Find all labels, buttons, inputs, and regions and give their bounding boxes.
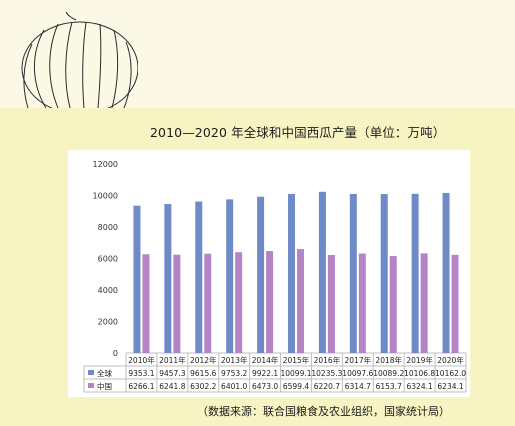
data-table-value: 6241.8: [159, 382, 185, 391]
bar-china: [266, 251, 274, 353]
x-category-label: 2010年: [128, 355, 155, 365]
x-category-label: 2020年: [437, 355, 464, 365]
x-category-label: 2019年: [406, 355, 433, 365]
bar-global: [380, 194, 388, 353]
bar-china: [358, 253, 366, 353]
data-table-value: 10235.3: [311, 369, 342, 378]
data-table-value: 6324.1: [407, 382, 433, 391]
legend-label: 全球: [97, 368, 112, 378]
bar-global: [195, 201, 203, 353]
data-table-value: 6266.1: [128, 382, 154, 391]
data-table-value: 10089.2: [373, 369, 404, 378]
data-table-value: 10162.0: [435, 369, 466, 378]
bar-global: [288, 193, 295, 353]
x-category-label: 2016年: [314, 355, 341, 365]
legend-label: 中国: [97, 381, 112, 391]
y-tick-label: 10000: [93, 192, 118, 201]
legend-key: [88, 383, 94, 388]
data-table-value: 6234.1: [437, 382, 463, 391]
y-tick-label: 0: [113, 349, 118, 358]
bar-global: [411, 193, 419, 353]
bar-china: [235, 252, 243, 353]
bar-global: [226, 199, 234, 353]
data-table-value: 10097.6: [342, 369, 373, 378]
y-tick-label: 8000: [98, 223, 118, 232]
x-category-label: 2015年: [283, 355, 310, 365]
bar-global: [164, 204, 172, 353]
bar-global: [133, 205, 141, 353]
bar-china: [327, 255, 335, 353]
data-table-value: 6153.7: [376, 382, 402, 391]
bar-chart: 0 2000 4000 6000 8000 10000 12000 2010年 2011年 201…: [83, 160, 467, 393]
x-category-label: 2012年: [190, 355, 217, 365]
data-table-value: 6401.0: [221, 382, 247, 391]
watermelon-icon: [21, 11, 138, 108]
y-tick-label: 6000: [98, 255, 118, 264]
data-table-value: 6302.2: [190, 382, 216, 391]
bar-global: [442, 192, 450, 353]
bar-china: [420, 253, 428, 353]
top-banner: [0, 0, 515, 108]
x-category-label: 2014年: [252, 355, 279, 365]
x-category-label: 2017年: [345, 355, 372, 365]
data-table-value: 9922.1: [252, 369, 278, 378]
source-note: （数据来源：联合国粮食及农业组织，国家统计局）: [197, 405, 450, 418]
chart-panel: 0 2000 4000 6000 8000 10000 12000 2010年 2011年 201…: [68, 150, 470, 397]
data-table-value: 9615.6: [190, 369, 216, 378]
data-table-value: 10099.1: [280, 369, 311, 378]
data-table-value: 6220.7: [314, 382, 340, 391]
y-tick-label: 4000: [98, 286, 118, 295]
bar-china: [451, 254, 459, 353]
y-tick-label: 12000: [93, 160, 118, 169]
data-table-value: 6314.7: [345, 382, 371, 391]
bar-china: [297, 249, 304, 353]
data-table-value: 6599.4: [283, 382, 309, 391]
chart-title: 2010—2020 年全球和中国西瓜产量（单位：万吨）: [150, 125, 446, 140]
bar-global: [257, 196, 265, 353]
data-table-value: 6473.0: [252, 382, 278, 391]
bar-global: [318, 191, 326, 353]
bar-china: [142, 254, 150, 353]
bar-global: [349, 193, 357, 353]
data-table-value: 9353.1: [128, 369, 154, 378]
data-table-value: 9753.2: [221, 369, 247, 378]
x-category-label: 2011年: [159, 355, 186, 365]
bar-china: [173, 254, 181, 353]
bar-china: [204, 253, 212, 353]
x-category-label: 2013年: [221, 355, 248, 365]
data-table-value: 9457.3: [159, 369, 185, 378]
data-table-value: 10106.8: [404, 369, 435, 378]
bar-china: [389, 256, 397, 353]
x-category-label: 2018年: [375, 355, 402, 365]
legend-key: [88, 370, 94, 375]
y-tick-label: 2000: [98, 318, 118, 327]
